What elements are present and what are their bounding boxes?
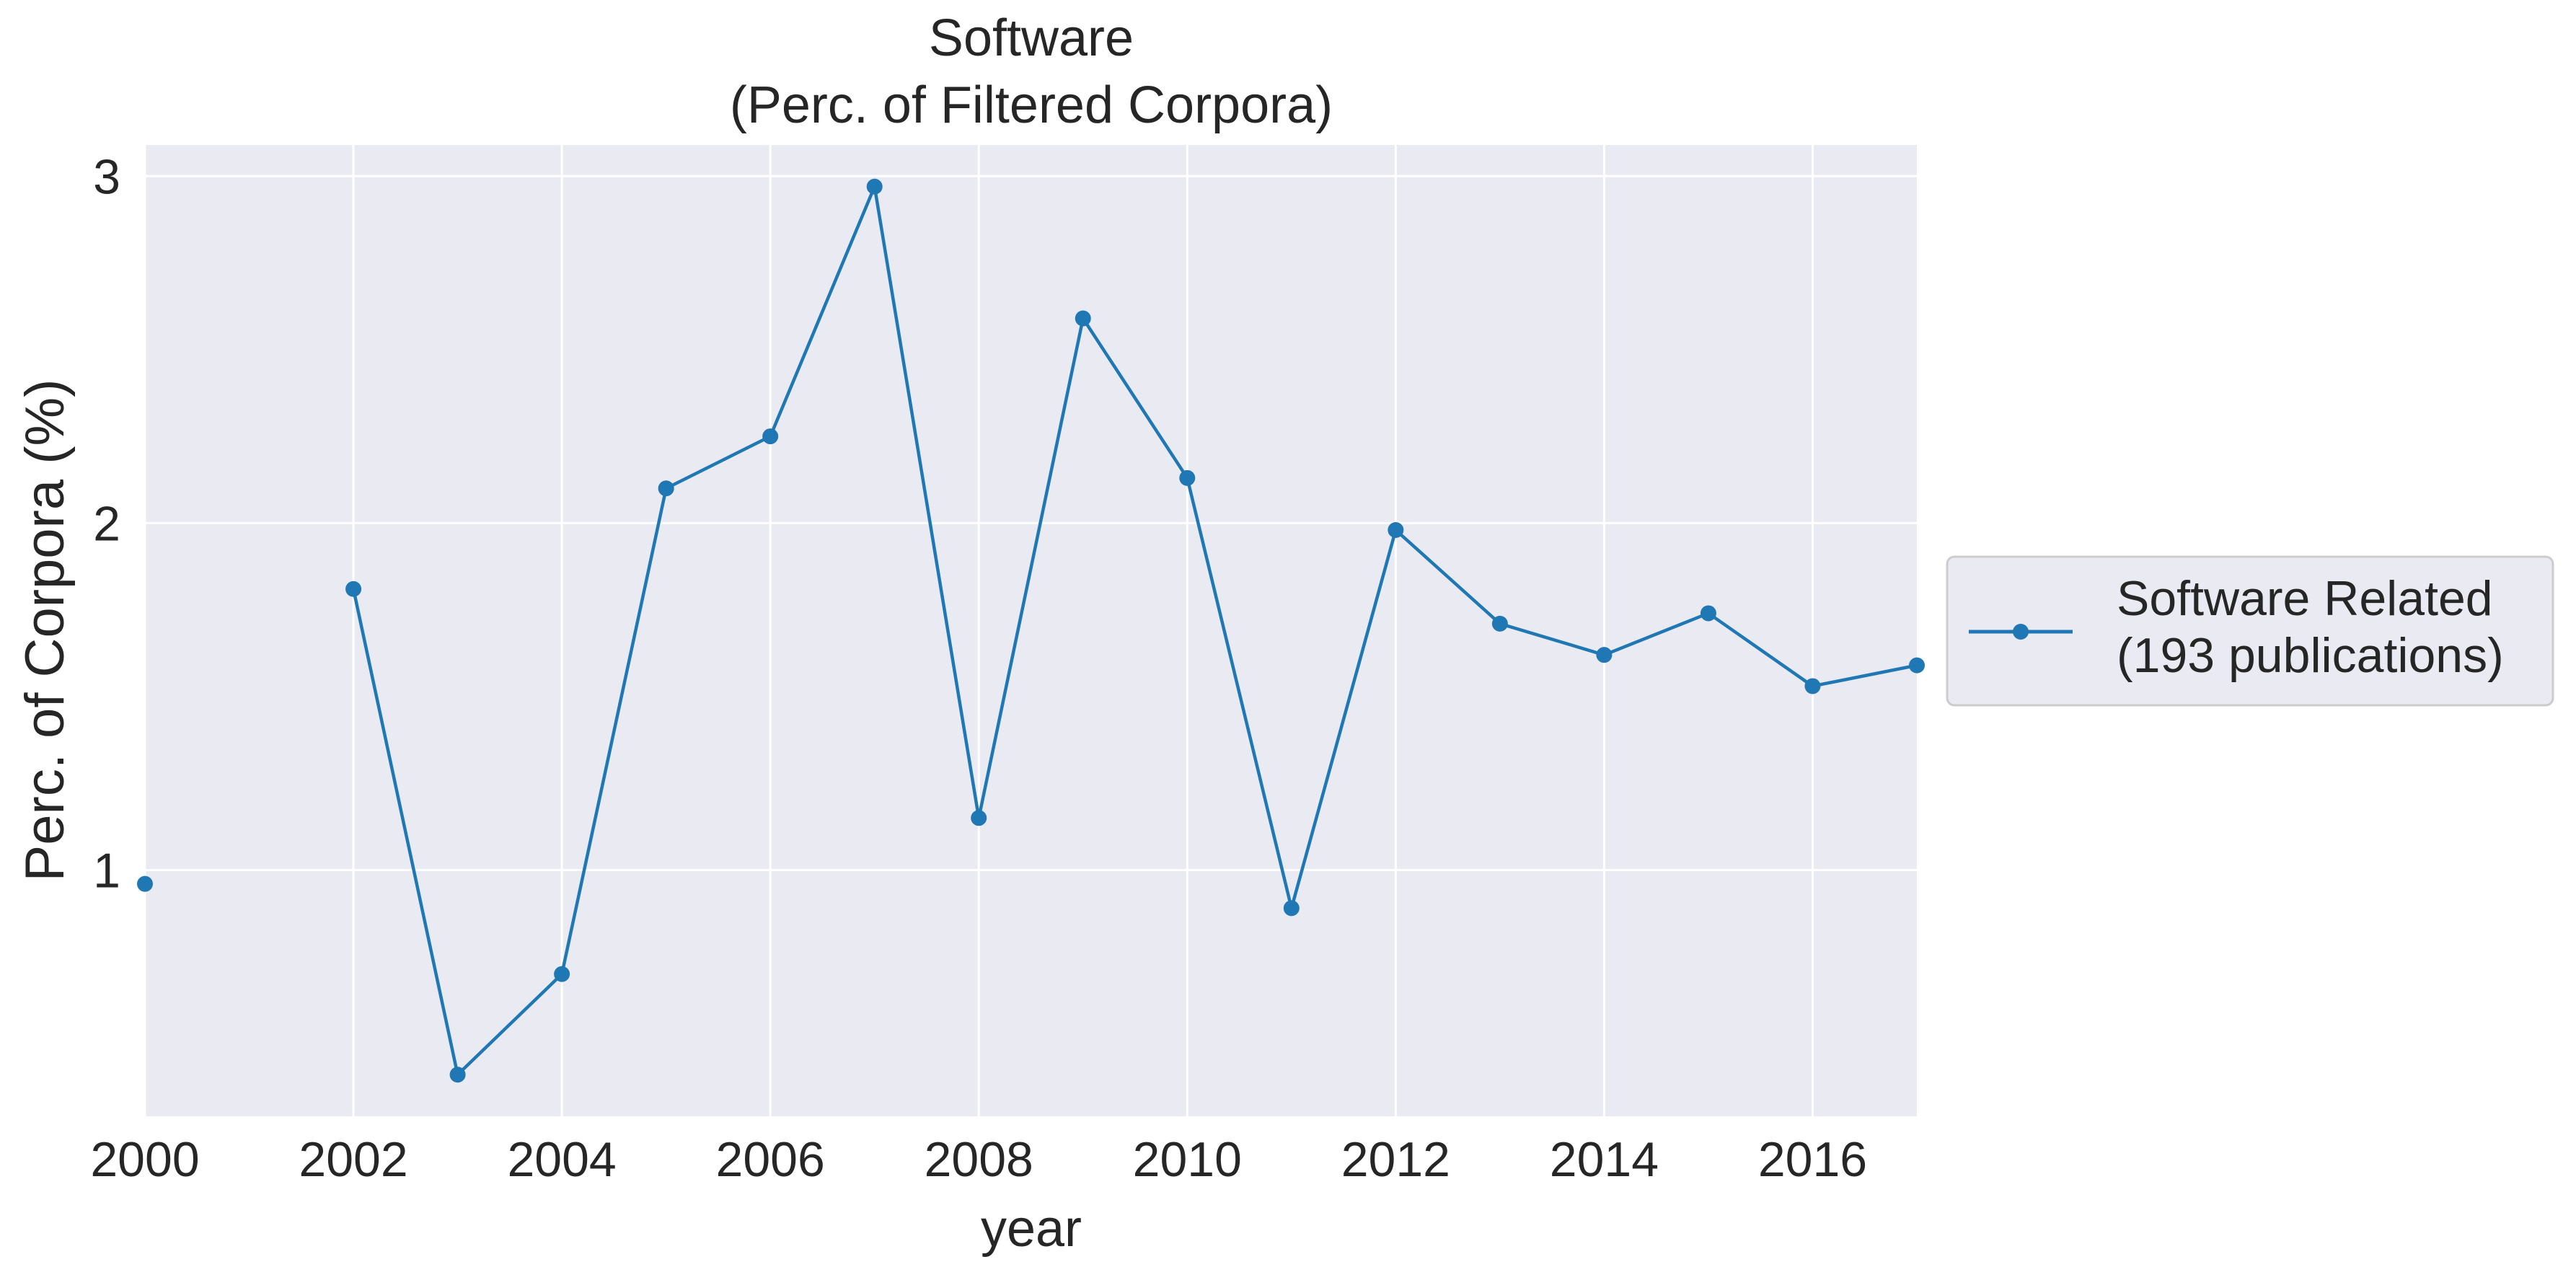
x-tick-label: 2012 [1341, 1132, 1450, 1187]
chart-title-line2: (Perc. of Filtered Corpora) [730, 76, 1333, 134]
data-point [1075, 310, 1091, 327]
legend-point-marker [2013, 624, 2029, 640]
x-tick-label: 2006 [716, 1132, 825, 1187]
x-tick-label: 2002 [299, 1132, 407, 1187]
legend-box [1946, 555, 2554, 707]
data-point [449, 1067, 466, 1083]
legend: Software Related (193 publications) [1946, 555, 2554, 707]
legend-label-line2: (193 publications) [2117, 628, 2504, 683]
series-layer [137, 178, 1925, 1083]
plot-area [145, 145, 1917, 1116]
data-point [1179, 469, 1196, 486]
data-point [866, 178, 883, 195]
x-tick-label: 2010 [1133, 1132, 1242, 1187]
data-point [1491, 615, 1508, 632]
y-axis-label: Perc. of Corpora (%) [14, 379, 76, 882]
x-tick-label: 2000 [90, 1132, 199, 1187]
data-point [1388, 521, 1404, 538]
y-tick-label: 2 [93, 496, 120, 551]
data-point [137, 875, 153, 892]
x-axis-label: year [981, 1200, 1082, 1258]
series-line [351, 185, 1918, 1077]
data-point [1596, 647, 1613, 663]
gridlines [144, 145, 1917, 1116]
x-tick-label: 2008 [925, 1132, 1033, 1187]
data-point [1909, 657, 1925, 674]
y-tick-label: 3 [93, 149, 120, 204]
x-tick-label: 2016 [1758, 1132, 1867, 1187]
chart-title-line1: Software [929, 9, 1134, 67]
data-point [345, 581, 362, 597]
y-tick-label: 1 [93, 843, 120, 898]
data-point [971, 810, 987, 826]
x-tick-label: 2004 [507, 1132, 616, 1187]
data-point [658, 480, 674, 497]
data-point [1804, 678, 1821, 694]
legend-label-line1: Software Related [2117, 571, 2493, 626]
data-point [554, 966, 570, 982]
data-point [1283, 900, 1300, 917]
x-tick-label: 2014 [1550, 1132, 1659, 1187]
data-point [1700, 605, 1716, 622]
tick-labels: 2000 2002 2004 2006 2008 2010 2012 2014 2016 1 2 3 [90, 149, 1867, 1187]
data-point [762, 428, 779, 445]
